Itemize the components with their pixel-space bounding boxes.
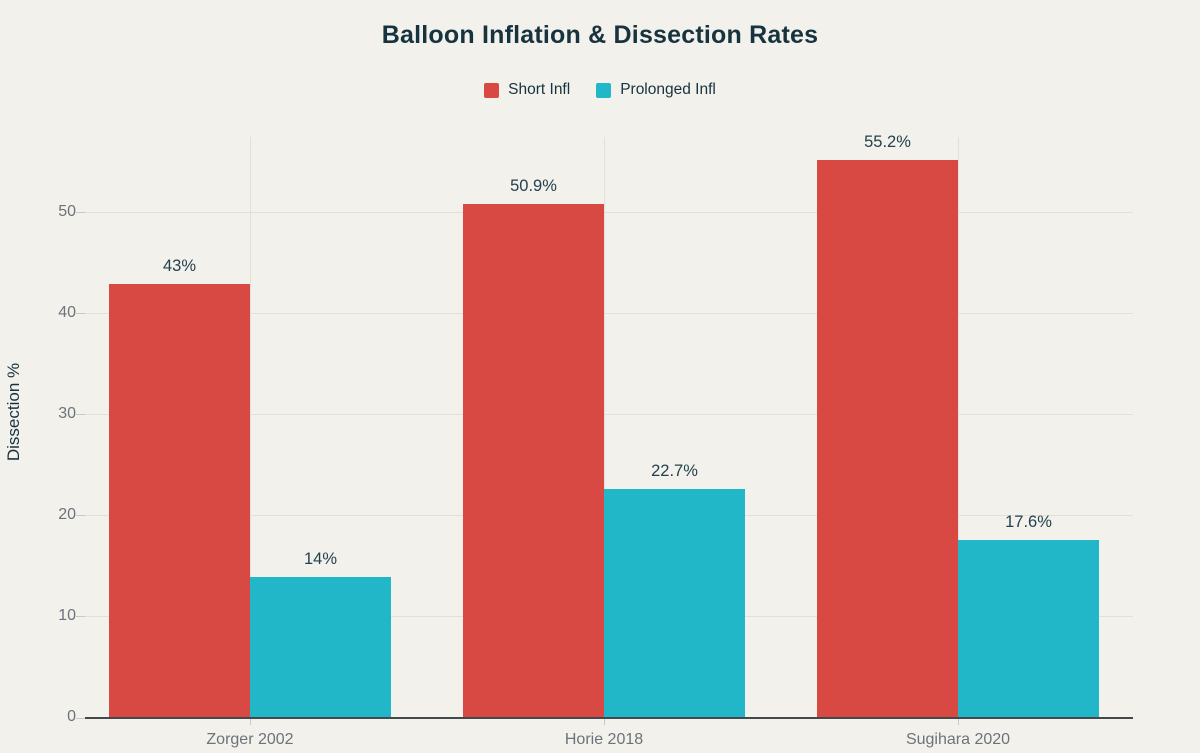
y-axis-tick-mark bbox=[76, 212, 85, 214]
bar-prolonged-infl[interactable] bbox=[250, 576, 391, 718]
legend-color-swatch bbox=[484, 82, 500, 98]
y-axis-tick-label: 10 bbox=[58, 606, 76, 624]
legend-label: Prolonged Infl bbox=[620, 81, 716, 98]
chart-title: Balloon Inflation & Dissection Rates bbox=[381, 21, 819, 49]
y-axis-tick-label: 40 bbox=[58, 303, 76, 321]
y-axis-tick-mark bbox=[76, 717, 85, 719]
bar-value-label: 50.9% bbox=[510, 176, 557, 195]
bar-prolonged-infl[interactable] bbox=[604, 488, 745, 718]
y-axis-tick-mark bbox=[76, 313, 85, 315]
legend-item-short-infl[interactable]: Short Infl bbox=[484, 81, 570, 99]
gridline-vertical bbox=[957, 137, 959, 718]
y-axis-tick-mark bbox=[76, 515, 85, 517]
bar-short-infl[interactable] bbox=[109, 283, 250, 718]
bar-value-label: 22.7% bbox=[651, 461, 698, 480]
bar-short-infl[interactable] bbox=[817, 160, 958, 718]
legend-item-prolonged-infl[interactable]: Prolonged Infl bbox=[596, 81, 716, 99]
gridline-horizontal bbox=[85, 414, 1133, 416]
x-axis-tick-mark bbox=[957, 719, 959, 725]
x-axis-line bbox=[85, 717, 1133, 719]
legend-color-swatch bbox=[596, 82, 612, 98]
gridline-vertical bbox=[603, 137, 605, 718]
x-axis-tick-mark bbox=[603, 719, 605, 725]
gridline-vertical bbox=[249, 137, 251, 718]
gridline-horizontal bbox=[85, 313, 1133, 315]
x-category-label: Horie 2018 bbox=[564, 731, 644, 748]
y-axis-tick-label: 30 bbox=[58, 404, 76, 422]
gridline-horizontal bbox=[85, 212, 1133, 214]
bar-value-label: 14% bbox=[303, 549, 338, 568]
legend: Short Infl Prolonged Infl bbox=[0, 81, 1200, 99]
y-axis-tick-mark bbox=[76, 616, 85, 618]
x-axis-tick-mark bbox=[249, 719, 251, 725]
bar-short-infl[interactable] bbox=[463, 203, 604, 718]
x-category-label: Sugihara 2020 bbox=[905, 731, 1011, 748]
y-axis-tick-label: 0 bbox=[67, 708, 76, 725]
y-axis-tick-label: 20 bbox=[58, 505, 76, 523]
bar-value-label: 55.2% bbox=[864, 133, 911, 152]
bar-value-label: 17.6% bbox=[1005, 513, 1052, 532]
x-category-label: Zorger 2002 bbox=[206, 731, 294, 748]
y-axis-title: Dissection % bbox=[4, 362, 23, 462]
y-axis-tick-mark bbox=[76, 414, 85, 416]
legend-label: Short Infl bbox=[508, 81, 571, 98]
bar-value-label: 43% bbox=[162, 256, 197, 275]
y-axis-tick-label: 50 bbox=[58, 202, 76, 220]
bar-prolonged-infl[interactable] bbox=[958, 540, 1099, 718]
